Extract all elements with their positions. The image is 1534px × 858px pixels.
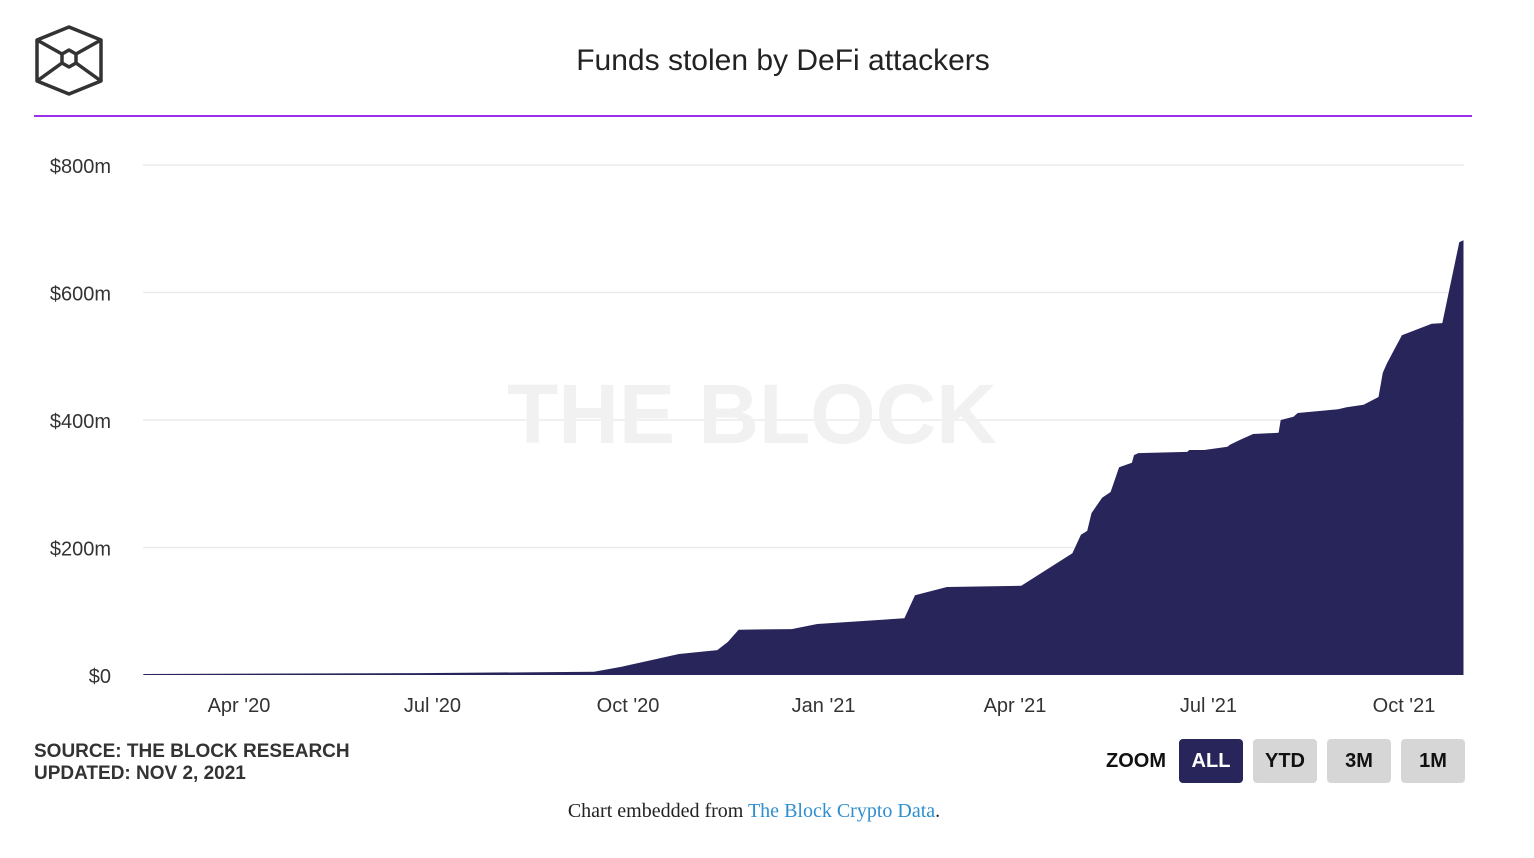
x-tick-label: Jul '21 [1180, 695, 1237, 717]
zoom-all-button[interactable]: ALL [1179, 739, 1243, 783]
x-tick-label: Apr '20 [208, 695, 271, 717]
y-tick-label: $600m [50, 284, 111, 306]
chart-title: Funds stolen by DeFi attackers [576, 44, 990, 77]
the-block-logo-icon [35, 25, 103, 96]
embed-credit: Chart embedded from The Block Crypto Dat… [0, 800, 1508, 823]
zoom-3m-button[interactable]: 3M [1327, 739, 1391, 783]
y-tick-label: $800m [50, 156, 111, 178]
y-tick-label: $400m [50, 411, 111, 433]
embed-prefix: Chart embedded from [567, 800, 748, 822]
x-tick-label: Apr '21 [984, 695, 1047, 717]
source-label: SOURCE: THE BLOCK RESEARCH [34, 741, 350, 762]
source-note: SOURCE: THE BLOCK RESEARCH UPDATED: NOV … [34, 741, 350, 785]
header-divider [34, 115, 1472, 117]
zoom-label: ZOOM [1106, 750, 1166, 772]
area-series-funds-stolen [143, 240, 1464, 675]
y-tick-label: $0 [89, 666, 111, 688]
embed-suffix: . [935, 800, 941, 822]
zoom-ytd-button[interactable]: YTD [1253, 739, 1317, 783]
updated-label: UPDATED: NOV 2, 2021 [34, 763, 246, 784]
watermark: THE BLOCK [507, 367, 997, 461]
x-tick-label: Oct '21 [1373, 695, 1436, 717]
x-tick-label: Jan '21 [792, 695, 856, 717]
zoom-1m-button[interactable]: 1M [1401, 739, 1465, 783]
y-tick-label: $200m [50, 539, 111, 561]
x-tick-label: Jul '20 [404, 695, 461, 717]
x-tick-label: Oct '20 [597, 695, 660, 717]
the-block-crypto-data-link[interactable]: The Block Crypto Data [747, 800, 936, 822]
